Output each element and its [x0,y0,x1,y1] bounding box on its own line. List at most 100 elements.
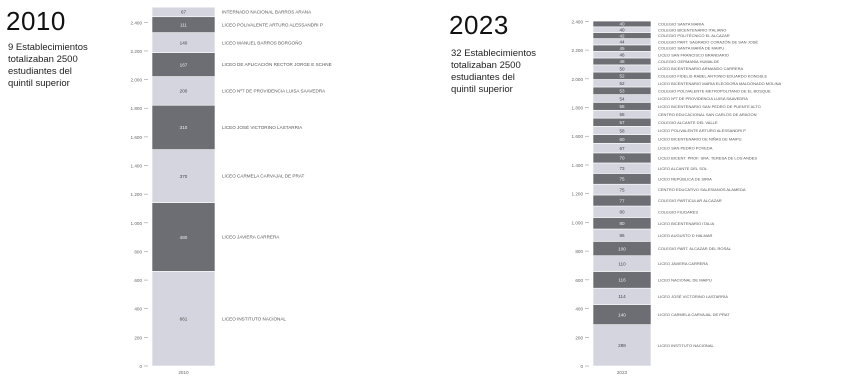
school-label: LICEO CARMELA CARVAJAL DE PRAT [222,174,304,179]
y-tick-label: 2.000 [572,77,584,82]
y-tick-label: 600 [134,278,142,283]
school-label: CENTRO EDUCATIVO SALESIANOS ALAMEDA [658,187,746,192]
chart-annotation: 32 Establecimientos totalizaban 2500 est… [451,48,563,96]
bar-value-label: 46 [619,52,625,57]
bar-value-label: 42 [619,33,625,38]
bar-value-label: 45 [619,46,625,51]
y-tick-label: 1.400 [572,163,584,168]
bar-segment [592,20,652,28]
bar-value-label: 40 [619,27,625,32]
y-tick-label: 2.400 [572,19,584,24]
school-label: COLEGIO SANTA MARÍA DE MAIPU [658,46,724,51]
school-label: COLEGIO FIDELIS RABEL ANTONIO EDUARDO KO… [658,73,767,78]
bar-value-label: 52 [619,81,625,86]
bar-value-label: 111 [180,22,187,27]
chart-annotation: 9 Establecimientos totalizaban 2500 estu… [8,42,120,90]
stacked-bar-chart-2023: 0 200 400 600 800 1.000 1.200 1.400 1.600 1.800 2.… [572,19,782,375]
y-tick-label: 0 [580,364,583,369]
bar-value-label: 288 [618,343,626,348]
annotation-line: quintil superior [451,84,513,95]
school-label: LICEO BICENT. PROF. SRA. TERESA DE LOS A… [658,156,757,161]
bar-value-label: 310 [180,125,188,130]
annotation-line: estudiantes del [8,66,72,77]
bar-value-label: 53 [619,89,625,94]
bar-value-label: 40 [619,22,625,27]
school-label: LICEO BICENTENARIO ITALIA [658,221,714,226]
bar-value-label: 80 [619,221,625,226]
x-tick-label: 2010 [178,370,189,375]
bar-segment [151,6,216,18]
school-label: LICEO INSTITUTO NACIONAL [222,316,286,321]
bar-value-label: 67 [181,10,187,15]
school-label: LICEO INSTITUTO NACIONAL [658,343,714,348]
chart-title: 2010 [6,6,66,36]
bar-value-label: 661 [180,316,188,321]
bar-value-label: 54 [619,96,625,101]
bar-value-label: 370 [180,174,188,179]
school-label: LICEO SAN PEDRO POVEDA [658,146,713,151]
bar-segment [151,202,216,272]
school-label: LICEO BICENTENARIO ARMANDO CARRERA [658,66,743,71]
y-tick-label: 800 [134,249,142,254]
y-tick-label: 1.200 [131,192,143,197]
bar-value-label: 70 [619,156,625,161]
y-tick-label: 2.200 [131,49,143,54]
y-tick-label: 600 [575,278,583,283]
bar-value-label: 58 [619,128,625,133]
annotation-line: totalizaban 2500 [451,60,521,71]
y-tick-label: 1.600 [131,135,143,140]
school-label: LICEO CARMELA CARVAJAL DE PRAT [658,312,730,317]
bar-value-label: 57 [619,120,625,125]
school-label: COLEGIO BICENTENARIO ITALIANO [658,27,726,32]
y-tick-label: 0 [139,364,142,369]
y-tick-label: 2.000 [131,78,143,83]
school-label: COLEGIO POLITÉCNICO EL ALCAZAR [658,33,730,38]
bar-segment [151,149,216,203]
y-tick-label: 1.200 [572,192,584,197]
y-tick-label: 200 [575,335,583,340]
school-label: LICEO NACIONAL DE MAIPU [658,277,712,282]
bar-value-label: 60 [619,137,625,142]
chart-panel-2010: 2010 9 Establecimientos totalizaban 2500… [6,6,332,375]
bar-value-label: 77 [619,198,625,203]
y-tick-label: 1.800 [131,106,143,111]
y-tick-label: 1.000 [572,220,584,225]
school-label: LICEO BICENTENARIO SAN PEDRO DE PUENTE A… [658,104,761,109]
bar-value-label: 75 [619,177,625,182]
bar-value-label: 44 [619,40,625,45]
bar-value-label: 50 [619,66,625,71]
school-label: INTERNADO NACIONAL BARROS ARANA [222,10,312,15]
bar-value-label: 200 [180,89,188,94]
bar-value-label: 100 [618,246,626,251]
stacked-bar-chart-2010: 0 200 400 600 800 1.000 1.200 1.400 1.600 1.800 2.… [131,6,332,375]
annotation-line: quintil superior [8,78,70,89]
school-label: COLEGIO FILIDARES [658,209,698,214]
school-label: CENTRO EDUCACIONAL SAN CARLOS DE ARAGON [658,112,757,117]
y-tick-label: 1.800 [572,106,584,111]
bar-segment [592,324,652,367]
bar-value-label: 480 [180,235,188,240]
y-tick-label: 1.400 [131,164,143,169]
bar-value-label: 140 [618,312,626,317]
annotation-line: totalizaban 2500 [8,54,78,65]
school-label: COLEGIO PART. ALCAZAR DEL ROSAL [658,246,732,251]
bar-segment [151,104,216,150]
bar-value-label: 73 [619,166,625,171]
annotation-line: estudiantes del [451,72,515,83]
y-tick-label: 1.600 [572,134,584,139]
bar-value-label: 55 [619,112,625,117]
y-tick-label: 200 [134,335,142,340]
bar-value-label: 80 [619,210,625,215]
y-tick-label: 2.200 [572,48,584,53]
y-tick-label: 2.400 [131,20,143,25]
school-label: LICEO JAVIERA CARRERA [222,235,280,240]
school-label: LICEO BICENTENARIO MARIA ELEODORA MALDON… [658,81,781,86]
bar-value-label: 140 [180,40,188,45]
school-label: COLEGIO PART. SAGRADO CORAZÓN DE SAN JOS… [658,39,758,44]
school-label: LICEO POLIVALENTE ARTURO ALESSANDRI P [658,128,746,133]
chart-title: 2023 [449,10,509,40]
bar-value-label: 75 [619,187,625,192]
school-label: LICEO BICENTENARIO DE NIÑAS DE MAIPU [658,137,742,142]
bar-value-label: 55 [619,104,625,109]
bar-value-label: 167 [180,62,188,67]
